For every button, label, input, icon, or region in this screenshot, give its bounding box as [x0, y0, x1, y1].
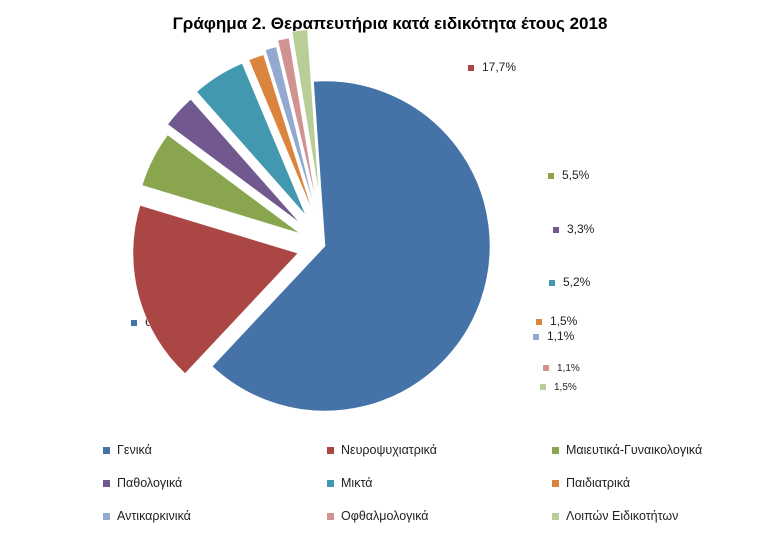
data-label-marker — [543, 365, 549, 371]
data-label: 17,7% — [468, 60, 516, 74]
data-label-text: 3,3% — [567, 222, 595, 236]
data-label-text: 1,5% — [554, 382, 577, 393]
chart-title: Γράφημα 2. Θεραπευτήρια κατά ειδικότητα … — [172, 14, 608, 33]
data-label-text: 5,2% — [563, 275, 591, 289]
data-label-text: 1,5% — [550, 314, 578, 328]
pie-slice — [196, 62, 307, 216]
data-label-marker — [549, 280, 555, 286]
pie-slice — [167, 98, 301, 224]
data-label: 1,1% — [543, 363, 580, 374]
pie-slice — [141, 134, 301, 234]
data-label-text: 1,1% — [557, 363, 580, 374]
pie-slice — [248, 54, 313, 213]
pie-slice — [291, 29, 320, 195]
data-label: 1,1% — [533, 329, 575, 343]
data-label: 1,5% — [536, 314, 578, 328]
data-label-text: 5,5% — [562, 168, 590, 182]
data-label-marker — [548, 173, 554, 179]
data-label: 1,5% — [540, 382, 577, 393]
data-label-text: 1,1% — [547, 329, 575, 343]
data-label: 5,2% — [549, 275, 591, 289]
data-label-marker — [131, 320, 137, 326]
data-label-marker — [540, 384, 546, 390]
pie-slice — [211, 80, 491, 412]
data-label: 3,3% — [553, 222, 595, 236]
data-label-marker — [553, 227, 559, 233]
data-label: 5,5% — [548, 168, 590, 182]
pie-slice — [132, 204, 299, 375]
data-label-marker — [533, 334, 539, 340]
pie-slice — [277, 37, 317, 201]
pie-slice — [264, 46, 315, 208]
data-label-marker — [468, 65, 474, 71]
data-label-text: 17,7% — [482, 60, 516, 74]
data-label-marker — [536, 319, 542, 325]
